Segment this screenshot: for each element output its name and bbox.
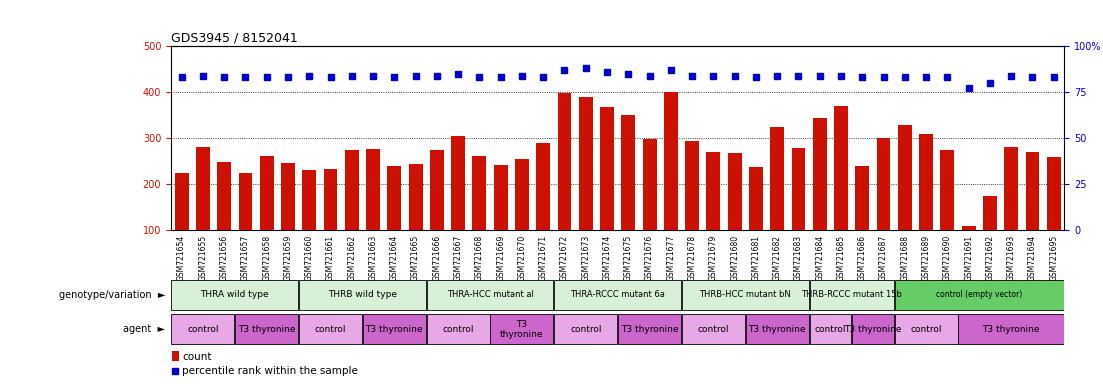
Bar: [792, 148, 805, 230]
Bar: [877, 138, 890, 230]
Bar: [302, 170, 317, 230]
Bar: [664, 92, 677, 230]
Bar: [555, 314, 618, 344]
Bar: [643, 139, 656, 230]
Bar: [427, 280, 554, 310]
Bar: [260, 156, 274, 230]
Bar: [682, 314, 745, 344]
Bar: [810, 314, 852, 344]
Bar: [427, 314, 490, 344]
Bar: [174, 173, 189, 230]
Bar: [749, 167, 763, 230]
Bar: [281, 163, 295, 230]
Bar: [217, 162, 231, 230]
Text: THRB-RCCC mutant 15b: THRB-RCCC mutant 15b: [801, 290, 902, 299]
Text: percentile rank within the sample: percentile rank within the sample: [182, 366, 357, 376]
Text: control: control: [442, 325, 474, 334]
Bar: [770, 127, 784, 230]
Text: THRA-HCC mutant al: THRA-HCC mutant al: [447, 290, 534, 299]
Text: T3 thyronine: T3 thyronine: [365, 325, 424, 334]
Text: THRB-HCC mutant bN: THRB-HCC mutant bN: [699, 290, 791, 299]
Bar: [895, 280, 1064, 310]
Bar: [299, 280, 426, 310]
Text: control: control: [910, 325, 942, 334]
Bar: [366, 149, 379, 230]
Bar: [235, 314, 298, 344]
Bar: [171, 314, 234, 344]
Text: control (empty vector): control (empty vector): [936, 290, 1022, 299]
Bar: [707, 152, 720, 230]
Bar: [555, 280, 681, 310]
Bar: [1005, 147, 1018, 230]
Bar: [238, 173, 253, 230]
Bar: [1047, 157, 1061, 230]
Bar: [682, 280, 808, 310]
Bar: [515, 159, 528, 230]
Text: GDS3945 / 8152041: GDS3945 / 8152041: [171, 32, 298, 45]
Bar: [172, 351, 179, 361]
Bar: [618, 314, 681, 344]
Text: control: control: [815, 325, 846, 334]
Bar: [196, 147, 210, 230]
Bar: [853, 314, 893, 344]
Bar: [345, 150, 358, 230]
Bar: [491, 314, 554, 344]
Bar: [430, 150, 443, 230]
Bar: [962, 226, 975, 230]
Bar: [959, 314, 1064, 344]
Text: T3 thyronine: T3 thyronine: [621, 325, 678, 334]
Bar: [494, 166, 507, 230]
Bar: [810, 280, 893, 310]
Bar: [834, 106, 848, 230]
Bar: [983, 196, 997, 230]
Bar: [919, 134, 933, 230]
Bar: [685, 141, 699, 230]
Bar: [579, 97, 592, 230]
Text: control: control: [188, 325, 218, 334]
Bar: [898, 125, 912, 230]
Bar: [813, 118, 826, 230]
Text: T3 thyronine: T3 thyronine: [749, 325, 806, 334]
Text: T3 thyronine: T3 thyronine: [238, 325, 296, 334]
Text: control: control: [314, 325, 346, 334]
Bar: [895, 314, 957, 344]
Text: THRB wild type: THRB wild type: [328, 290, 397, 299]
Bar: [728, 154, 741, 230]
Text: THRA wild type: THRA wild type: [201, 290, 269, 299]
Bar: [746, 314, 808, 344]
Bar: [941, 150, 954, 230]
Bar: [558, 93, 571, 230]
Bar: [621, 115, 635, 230]
Bar: [171, 280, 298, 310]
Text: agent  ►: agent ►: [124, 324, 165, 334]
Bar: [451, 136, 465, 230]
Bar: [856, 166, 869, 230]
Bar: [387, 166, 401, 230]
Bar: [409, 164, 422, 230]
Bar: [472, 156, 486, 230]
Bar: [323, 169, 338, 230]
Text: genotype/variation  ►: genotype/variation ►: [60, 290, 165, 300]
Text: control: control: [698, 325, 729, 334]
Text: T3 thyronine: T3 thyronine: [983, 325, 1040, 334]
Bar: [1026, 152, 1039, 230]
Bar: [299, 314, 362, 344]
Bar: [363, 314, 426, 344]
Text: T3 thyronine: T3 thyronine: [844, 325, 901, 334]
Text: control: control: [570, 325, 601, 334]
Bar: [536, 143, 550, 230]
Text: count: count: [182, 352, 212, 362]
Text: THRA-RCCC mutant 6a: THRA-RCCC mutant 6a: [570, 290, 665, 299]
Text: T3
thyronine: T3 thyronine: [500, 319, 544, 339]
Bar: [600, 107, 614, 230]
